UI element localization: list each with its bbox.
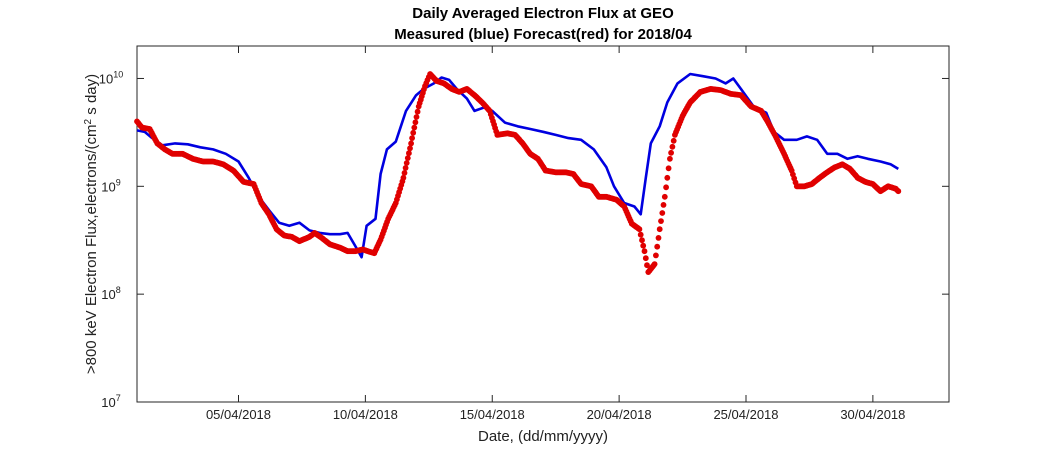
y-tick-exponent: 9: [116, 177, 121, 187]
y-tick-label: 107: [101, 393, 120, 410]
forecast-point: [669, 143, 676, 150]
y-tick-exponent: 7: [116, 393, 121, 403]
y-tick-label: 108: [101, 285, 120, 302]
x-tick-label: 10/04/2018: [333, 407, 398, 422]
x-axis-ticks: 05/04/2018 10/04/2018 15/04/2018 20/04/2018…: [206, 46, 905, 422]
forecast-point: [653, 252, 659, 259]
forecast-point: [639, 237, 645, 244]
forecast-point: [413, 114, 420, 120]
x-tick-label: 30/04/2018: [840, 407, 905, 422]
y-axis-label-sup: 2: [83, 118, 94, 124]
y-axis-label: >800 keV Electron Flux,electrons/(cm2 s …: [83, 74, 101, 374]
series-forecast: [134, 71, 902, 275]
y-tick-exponent: 10: [113, 69, 123, 79]
x-axis-label: Date, (dd/mm/yyyy): [478, 428, 608, 445]
y-tick-label: 109: [101, 177, 120, 194]
forecast-point: [651, 261, 658, 267]
forecast-point: [670, 137, 677, 144]
forecast-point: [663, 184, 669, 191]
plot-area-frame: [136, 45, 950, 403]
forecast-point: [409, 135, 415, 142]
forecast-point: [665, 165, 672, 172]
forecast-point: [664, 174, 671, 181]
forecast-point: [660, 202, 667, 208]
forecast-point: [410, 129, 417, 136]
forecast-point: [642, 255, 649, 262]
forecast-point: [637, 231, 644, 238]
y-tick-base: 10: [101, 287, 115, 302]
forecast-point: [641, 248, 648, 255]
x-tick-label: 15/04/2018: [460, 407, 525, 422]
series-measured: [136, 72, 899, 259]
x-tick-label: 25/04/2018: [713, 407, 778, 422]
forecast-point: [655, 235, 662, 241]
forecast-point: [406, 150, 412, 157]
forecast-point: [658, 218, 664, 225]
forecast-point: [402, 165, 409, 171]
chart-subtitle: Measured (blue) Forecast(red) for 2018/0…: [394, 26, 692, 43]
y-tick-base: 10: [101, 179, 115, 194]
y-tick-exponent: 8: [116, 285, 121, 295]
forecast-point: [636, 226, 643, 233]
x-tick-label: 05/04/2018: [206, 407, 271, 422]
forecast-point: [640, 242, 647, 249]
y-axis-label-suffix: s day): [83, 74, 100, 119]
forecast-point: [667, 155, 673, 162]
x-tick-label: 20/04/2018: [587, 407, 652, 422]
forecast-point: [661, 193, 668, 200]
forecast-point: [668, 149, 674, 156]
series-layer: [134, 71, 902, 275]
forecast-point: [654, 243, 661, 250]
forecast-point: [407, 145, 413, 152]
y-tick-base: 10: [101, 395, 115, 410]
chart-title: Daily Averaged Electron Flux at GEO: [412, 5, 674, 22]
y-tick-label: 1010: [99, 69, 123, 86]
forecast-point: [414, 108, 421, 115]
y-tick-base: 10: [99, 71, 113, 86]
forecast-point: [408, 140, 414, 147]
forecast-point: [895, 188, 902, 195]
forecast-point: [659, 210, 666, 216]
measured-line: [136, 72, 899, 259]
forecast-point: [644, 262, 650, 269]
forecast-point: [412, 119, 419, 126]
forecast-point: [404, 155, 411, 162]
forecast-point: [401, 170, 408, 176]
forecast-point: [656, 226, 663, 233]
y-axis-label-prefix: >800 keV Electron Flux,electrons/(cm: [83, 124, 100, 374]
forecast-point: [403, 160, 410, 166]
forecast-point: [400, 174, 407, 181]
forecast-point: [411, 124, 418, 131]
